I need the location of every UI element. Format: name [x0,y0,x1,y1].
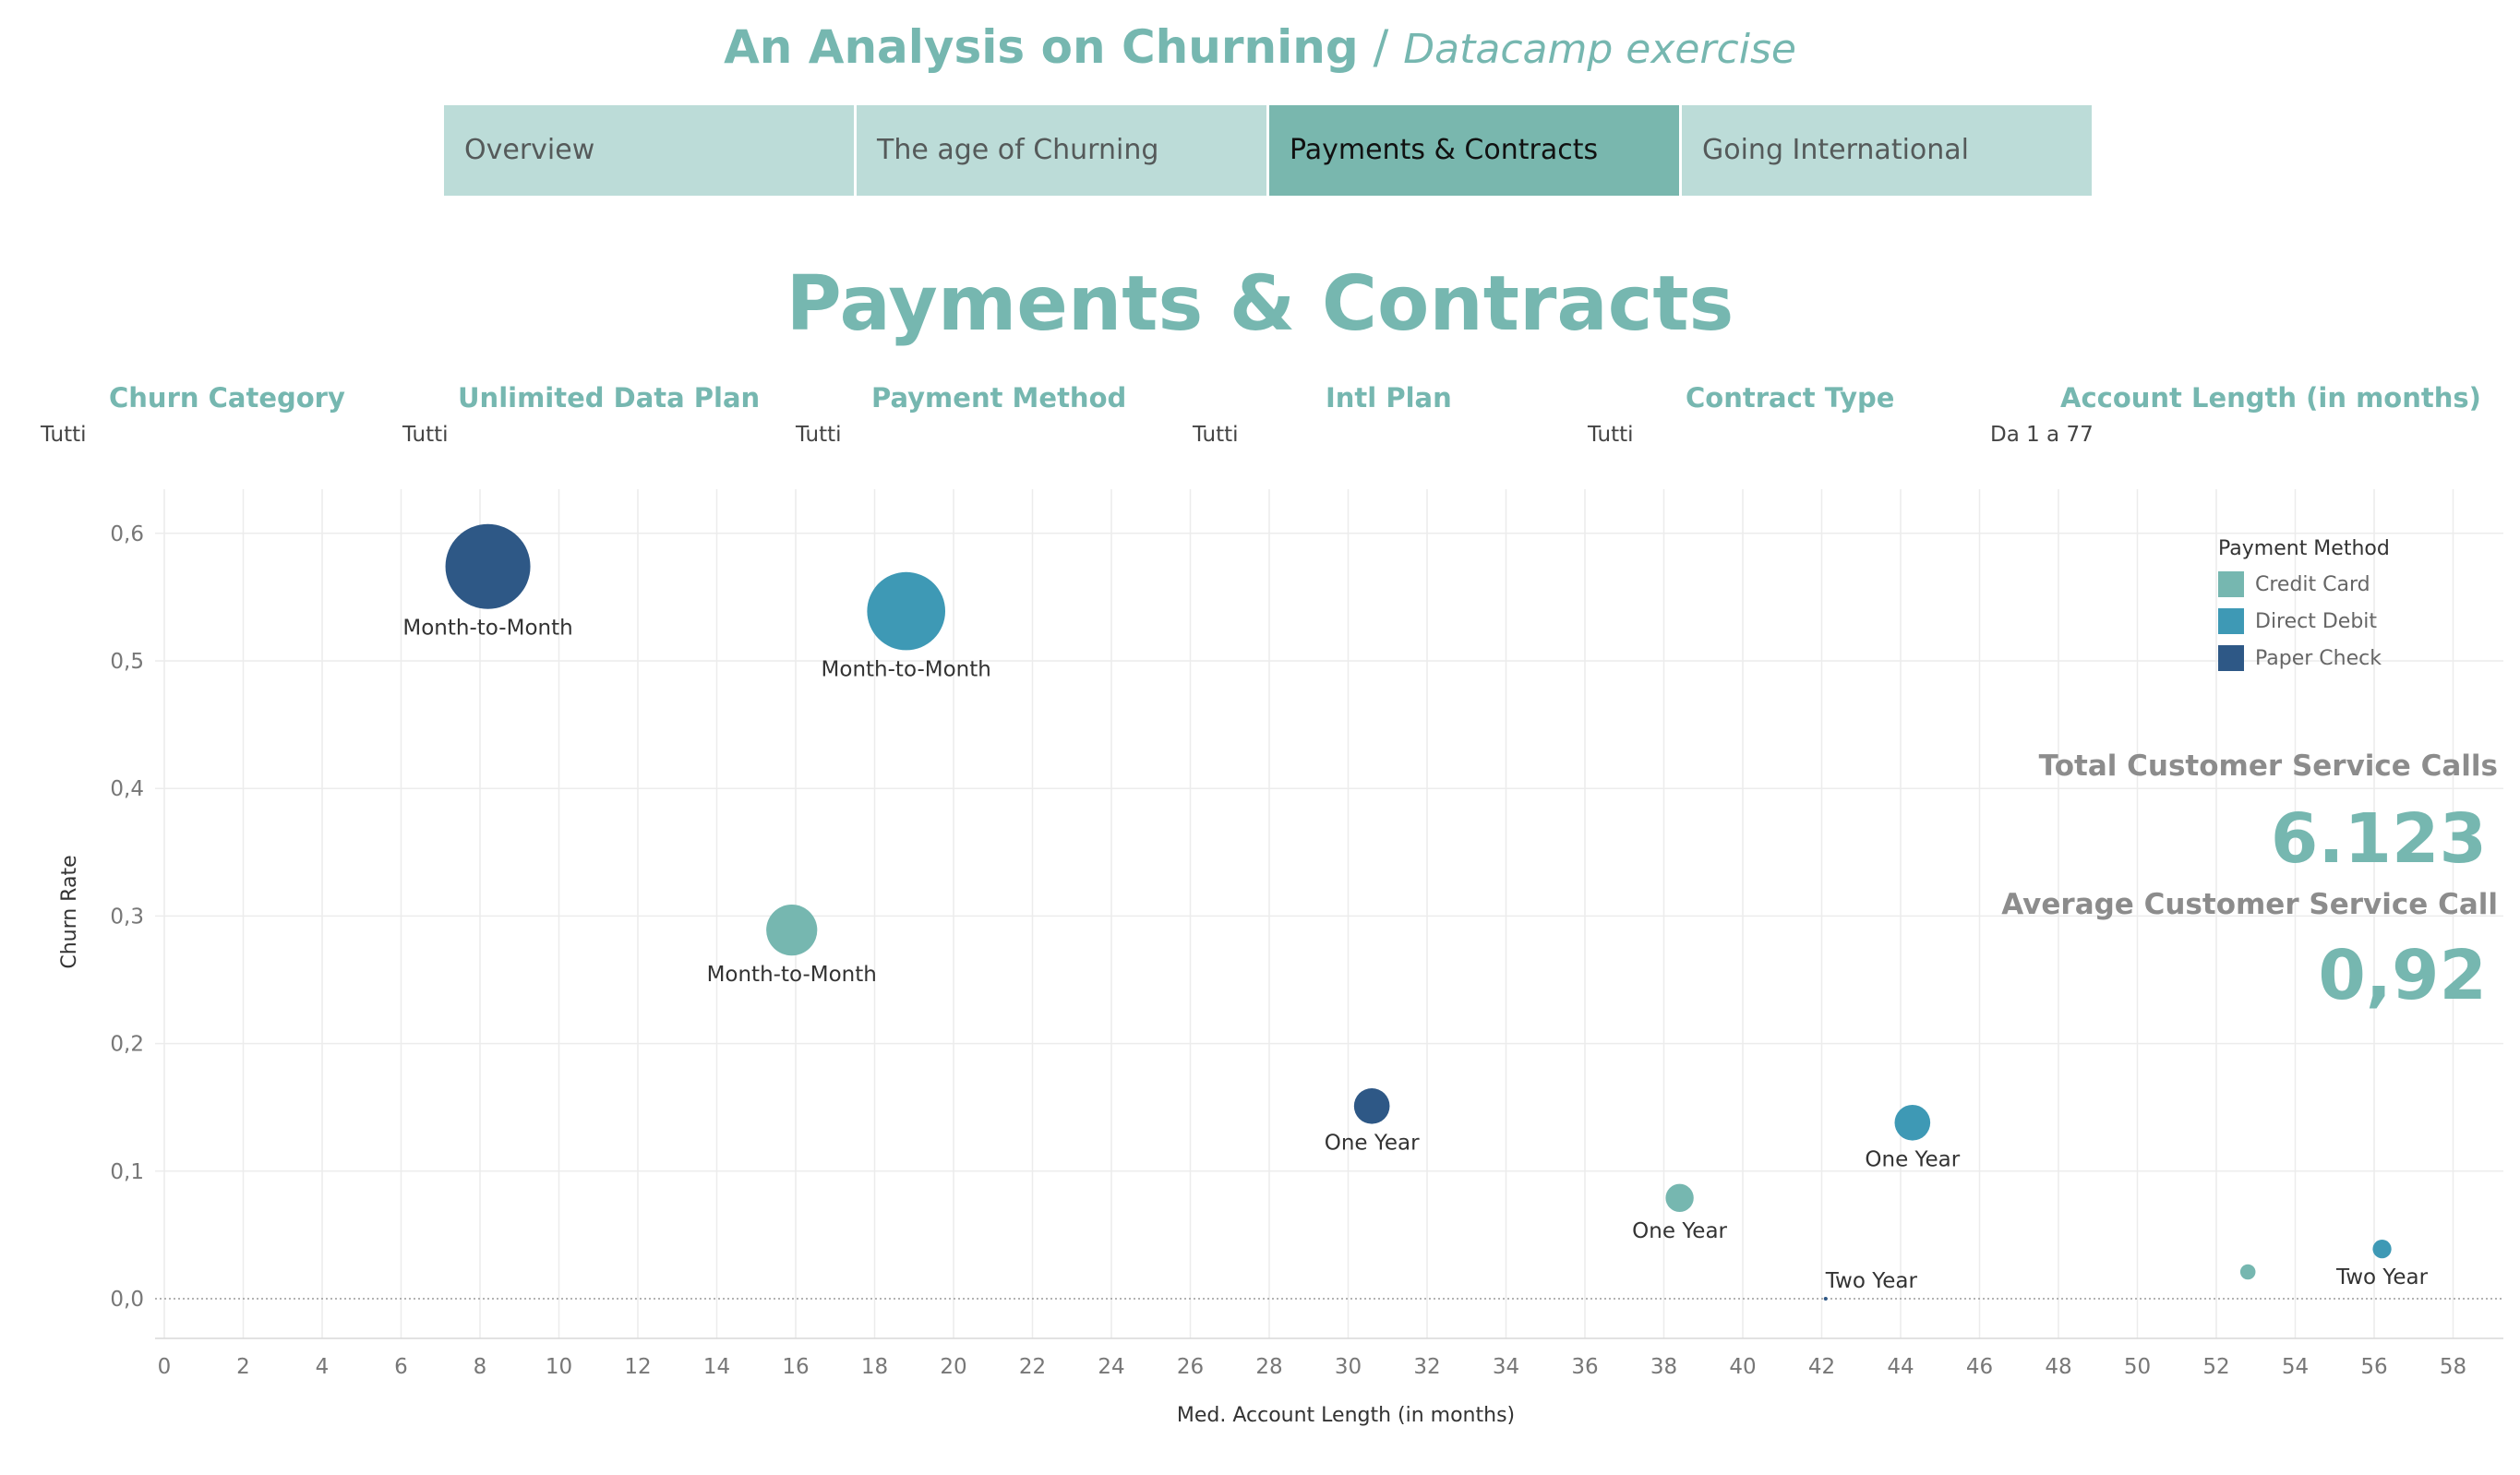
legend-item-paper-check[interactable]: Paper Check [2218,640,2390,677]
bubble-label: One Year [1325,1132,1420,1156]
bubble [766,905,818,956]
filter-label[interactable]: Intl Plan [1326,382,1452,414]
x-tick-label: 12 [624,1355,651,1379]
filter-label[interactable]: Churn Category [109,382,345,414]
bubble-label: Two Year [2335,1265,2429,1289]
filter-value[interactable]: Tutti [1193,423,1239,447]
x-tick-label: 8 [474,1355,487,1379]
y-tick-label: 0,0 [110,1288,144,1312]
x-tick-label: 52 [2202,1355,2229,1379]
title-text: An Analysis on Churning [724,20,1359,74]
filter-label[interactable]: Account Length (in months) [2060,382,2481,414]
x-tick-label: 44 [1887,1355,1914,1379]
x-tick-label: 50 [2124,1355,2151,1379]
title-subtitle: Datacamp exercise [1403,26,1796,73]
y-tick-label: 0,3 [110,905,144,929]
x-tick-label: 28 [1255,1355,1282,1379]
bubble [1353,1087,1390,1124]
bubble [867,571,946,651]
y-tick-label: 0,5 [110,650,144,674]
x-tick-label: 40 [1729,1355,1756,1379]
legend-label: Paper Check [2255,646,2382,670]
chart-axes: 0 2 4 6 8 10 12 14 16 18 20 22 24 26 28 30 32 34 36 38 40 42 4… [110,522,2503,1379]
bubble [2239,1264,2256,1280]
bubble-label: Two Year [1825,1269,1918,1293]
bubble-label: Month-to-Month [707,963,877,987]
legend-item-credit-card[interactable]: Credit Card [2218,566,2390,603]
tab-payments-contracts[interactable]: Payments & Contracts [1269,105,1679,196]
legend-swatch [2218,571,2244,597]
x-tick-label: 58 [2440,1355,2466,1379]
bubble-label: Month-to-Month [402,617,572,641]
y-axis-title: Churn Rate [58,855,81,968]
filter-label[interactable]: Contract Type [1686,382,1895,414]
total-calls-label: Total Customer Service Calls [2038,749,2498,783]
tab-overview[interactable]: Overview [444,105,854,196]
legend-swatch [2218,645,2244,671]
x-tick-label: 34 [1493,1355,1519,1379]
x-tick-label: 4 [316,1355,330,1379]
filter-value[interactable]: Tutti [41,423,87,447]
x-tick-label: 30 [1335,1355,1362,1379]
x-tick-label: 6 [394,1355,408,1379]
x-tick-label: 38 [1650,1355,1677,1379]
filter-label[interactable]: Payment Method [871,382,1127,414]
avg-call-label: Average Customer Service Call [2001,888,2498,921]
avg-call-value: 0,92 [2318,936,2487,1015]
tab-going-international[interactable]: Going International [1682,105,2092,196]
y-tick-label: 0,2 [110,1033,144,1057]
dashboard-title: An Analysis on Churning / Datacamp exerc… [0,20,2520,74]
x-tick-label: 22 [1019,1355,1046,1379]
x-tick-label: 2 [236,1355,250,1379]
x-tick-label: 48 [2045,1355,2071,1379]
filter-value[interactable]: Tutti [1588,423,1634,447]
legend-label: Direct Debit [2255,609,2378,633]
x-tick-label: 42 [1808,1355,1835,1379]
x-tick-label: 10 [546,1355,572,1379]
bubble-label: One Year [1865,1148,1960,1172]
x-axis-title: Med. Account Length (in months) [1177,1404,1515,1427]
filter-value[interactable]: Da 1 a 77 [1990,423,2094,447]
bubble-label: Month-to-Month [822,657,991,681]
legend-swatch [2218,608,2244,634]
bubble [445,523,531,609]
bubble [1894,1104,1931,1141]
bubble [1823,1297,1828,1301]
x-tick-label: 14 [703,1355,730,1379]
chart-grid [155,489,2503,1338]
legend-label: Credit Card [2255,572,2370,596]
x-tick-label: 32 [1413,1355,1440,1379]
y-tick-label: 0,6 [110,522,144,546]
x-tick-label: 16 [782,1355,809,1379]
x-tick-label: 0 [158,1355,172,1379]
y-tick-label: 0,4 [110,777,144,801]
filter-value[interactable]: Tutti [402,423,449,447]
x-tick-label: 46 [1966,1355,1993,1379]
bubble [2372,1239,2392,1259]
filter-label[interactable]: Unlimited Data Plan [458,382,761,414]
x-tick-label: 26 [1177,1355,1204,1379]
title-separator: / [1358,20,1404,74]
legend: Payment Method Credit Card Direct Debit … [2218,537,2390,677]
filter-value[interactable]: Tutti [796,423,842,447]
x-tick-label: 24 [1098,1355,1124,1379]
y-tick-label: 0,1 [110,1160,144,1184]
x-tick-label: 36 [1571,1355,1598,1379]
total-calls-value: 6.123 [2270,799,2487,879]
tab-age-of-churning[interactable]: The age of Churning [857,105,1266,196]
chart-points: Month-to-Month Month-to-Month Month-to-Mon… [402,523,2429,1301]
bubble-label: One Year [1632,1219,1727,1243]
x-tick-label: 20 [940,1355,966,1379]
page-heading: Payments & Contracts [786,260,1734,348]
legend-item-direct-debit[interactable]: Direct Debit [2218,603,2390,640]
x-tick-label: 18 [861,1355,888,1379]
x-tick-label: 54 [2282,1355,2309,1379]
legend-title: Payment Method [2218,537,2390,560]
bubble [1665,1183,1694,1213]
x-tick-label: 56 [2360,1355,2387,1379]
